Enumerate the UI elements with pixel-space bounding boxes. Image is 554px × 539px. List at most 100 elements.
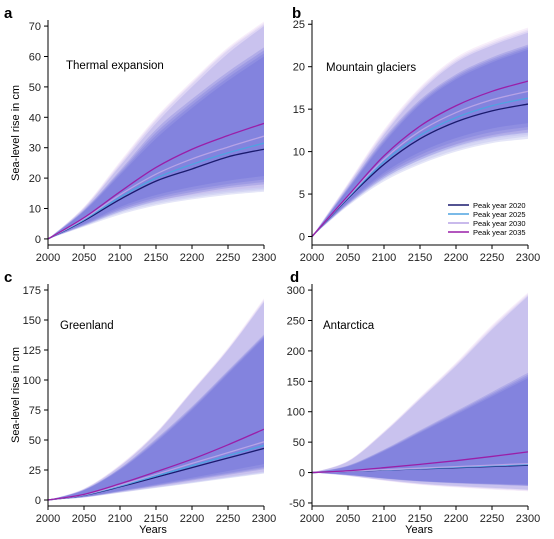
outer-band-3 <box>312 292 528 492</box>
outer-band-0 <box>312 296 528 490</box>
median-line-1 <box>48 142 264 240</box>
x-tick-label: 2300 <box>252 252 276 264</box>
y-tick-label: -50 <box>289 498 305 510</box>
y-tick-label: 0 <box>299 232 305 244</box>
y-tick-label: 0 <box>299 468 305 480</box>
panel-a: a 0 10 20 30 40 50 60 70 2000 2050 2100 2150 2200 225… <box>4 5 276 264</box>
x-tick-label: 2200 <box>180 252 204 264</box>
axes-c: 0 25 50 75 100 125 150 175 2000 2050 2100 2150 2200 2… <box>23 284 276 525</box>
outer-band-2 <box>48 23 264 239</box>
y-tick-label: 10 <box>29 204 41 216</box>
y-tick-label: 150 <box>23 315 41 327</box>
median-line-2 <box>48 135 264 240</box>
x-tick-label: 2150 <box>144 513 168 525</box>
x-tick-label: 2000 <box>300 252 324 264</box>
panel-letter-a: a <box>4 5 13 22</box>
inner-band-0 <box>48 338 264 500</box>
median-lines-a <box>48 122 264 240</box>
median-line-0 <box>48 148 264 240</box>
outer-band-0 <box>48 26 264 239</box>
panel-d: d -50 0 50 100 150 200 250 300 2000 2050 2100 2150 2… <box>287 269 541 525</box>
y-tick-label: 175 <box>23 285 41 297</box>
inner-band-3 <box>312 372 528 485</box>
outer-band-1 <box>312 31 528 237</box>
y-tick-label: 25 <box>29 465 41 477</box>
x-tick-label: 2050 <box>336 252 360 264</box>
axes-a: 0 10 20 30 40 50 60 70 2000 2050 2100 2150 2200 2250 2… <box>29 20 276 264</box>
panel-title-a: Thermal expansion <box>66 60 164 72</box>
y-tick-label: 100 <box>287 407 305 419</box>
x-tick-label: 2250 <box>216 252 240 264</box>
legend-item-2025: Peak year 2025 <box>448 210 526 219</box>
x-tick-label: 2250 <box>216 513 240 525</box>
x-tick-label: 2300 <box>516 252 540 264</box>
y-tick-label: 150 <box>287 376 305 388</box>
y-tick-label: 15 <box>293 104 305 116</box>
x-tick-label: 2000 <box>36 513 60 525</box>
x-tick-label: 2250 <box>480 513 504 525</box>
y-tick-label: 10 <box>293 147 305 159</box>
x-tick-label: 2100 <box>108 252 132 264</box>
median-line-3 <box>48 428 264 501</box>
outer-band-3 <box>312 27 528 237</box>
x-tick-label: 2150 <box>408 513 432 525</box>
inner-band-0 <box>48 56 264 239</box>
inner-band-1 <box>48 53 264 239</box>
x-tick-label: 2100 <box>372 252 396 264</box>
inner-band-2 <box>312 46 528 237</box>
x-tick-label: 2150 <box>144 252 168 264</box>
x-tick-label: 2300 <box>516 513 540 525</box>
outer-band-2 <box>312 293 528 491</box>
x-tick-label: 2200 <box>180 513 204 525</box>
y-tick-label: 25 <box>293 19 305 31</box>
outer-band-3 <box>48 298 264 500</box>
x-tick-label: 2050 <box>336 513 360 525</box>
legend-label: Peak year 2035 <box>473 228 526 237</box>
y-tick-label: 100 <box>23 375 41 387</box>
y-tick-label: 60 <box>29 51 41 63</box>
x-tick-label: 2050 <box>72 252 96 264</box>
panel-b: b 0 5 10 15 20 25 2000 2050 2100 2150 2200 2250 2300… <box>292 5 540 264</box>
x-axis-title-right: Years <box>405 524 433 536</box>
outer-band-0 <box>312 32 528 237</box>
y-tick-label: 0 <box>35 234 41 246</box>
uncertainty-bands-a <box>48 21 264 239</box>
y-tick-label: 300 <box>287 285 305 297</box>
y-tick-label: 0 <box>35 495 41 507</box>
panel-title-c: Greenland <box>60 320 114 332</box>
y-tick-label: 20 <box>29 173 41 185</box>
legend: Peak year 2020 Peak year 2025 Peak year … <box>448 201 526 237</box>
median-lines-b <box>312 80 528 237</box>
inner-band-1 <box>312 48 528 237</box>
legend-label: Peak year 2025 <box>473 210 526 219</box>
y-tick-label: 50 <box>293 437 305 449</box>
y-tick-label: 75 <box>29 405 41 417</box>
panel-title-b: Mountain glaciers <box>326 62 416 74</box>
panel-title-d: Antarctica <box>323 320 375 332</box>
outer-band-1 <box>48 300 264 500</box>
inner-band-2 <box>48 50 264 239</box>
x-tick-label: 2100 <box>108 513 132 525</box>
y-tick-label: 70 <box>29 21 41 33</box>
axes-b: 0 5 10 15 20 25 2000 2050 2100 2150 2200 2250 2300 <box>293 19 540 264</box>
median-line-3 <box>48 122 264 240</box>
x-tick-label: 2250 <box>480 252 504 264</box>
y-axis-title-bottom: Sea-level rise in cm <box>10 347 22 443</box>
x-tick-label: 2300 <box>252 513 276 525</box>
x-tick-label: 2050 <box>72 513 96 525</box>
x-tick-label: 2200 <box>444 513 468 525</box>
y-tick-label: 20 <box>293 62 305 74</box>
y-tick-label: 200 <box>287 346 305 358</box>
legend-item-2030: Peak year 2030 <box>448 219 526 228</box>
x-tick-label: 2000 <box>36 252 60 264</box>
outer-band-2 <box>48 299 264 500</box>
y-axis-title-top: Sea-level rise in cm <box>10 85 22 181</box>
panel-letter-d: d <box>290 269 299 286</box>
y-tick-label: 50 <box>29 435 41 447</box>
x-tick-label: 2150 <box>408 252 432 264</box>
y-tick-label: 250 <box>287 315 305 327</box>
median-line-3 <box>312 80 528 237</box>
uncertainty-bands-b <box>312 27 528 237</box>
y-tick-label: 30 <box>29 143 41 155</box>
